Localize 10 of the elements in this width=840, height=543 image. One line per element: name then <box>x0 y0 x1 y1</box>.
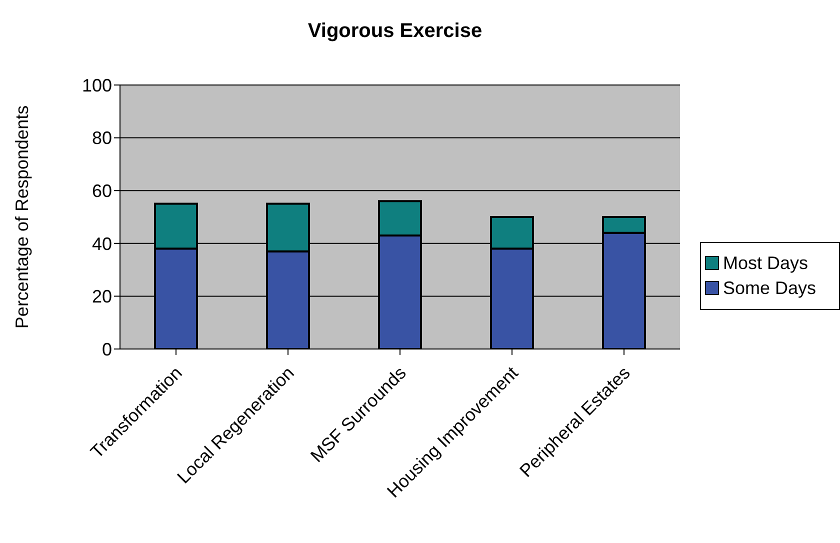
y-tick-label: 0 <box>102 339 112 360</box>
y-tick-label: 60 <box>92 180 112 201</box>
y-tick-label: 20 <box>92 286 112 307</box>
legend-label: Most Days <box>723 252 808 274</box>
y-tick-label: 80 <box>92 128 112 148</box>
y-tick-label: 100 <box>82 75 112 96</box>
chart-title: Vigorous Exercise <box>306 20 484 43</box>
y-axis-title: Percentage of Respondents <box>12 105 32 329</box>
y-tick-label: 40 <box>92 234 112 254</box>
legend-label: Some Days <box>723 278 816 298</box>
